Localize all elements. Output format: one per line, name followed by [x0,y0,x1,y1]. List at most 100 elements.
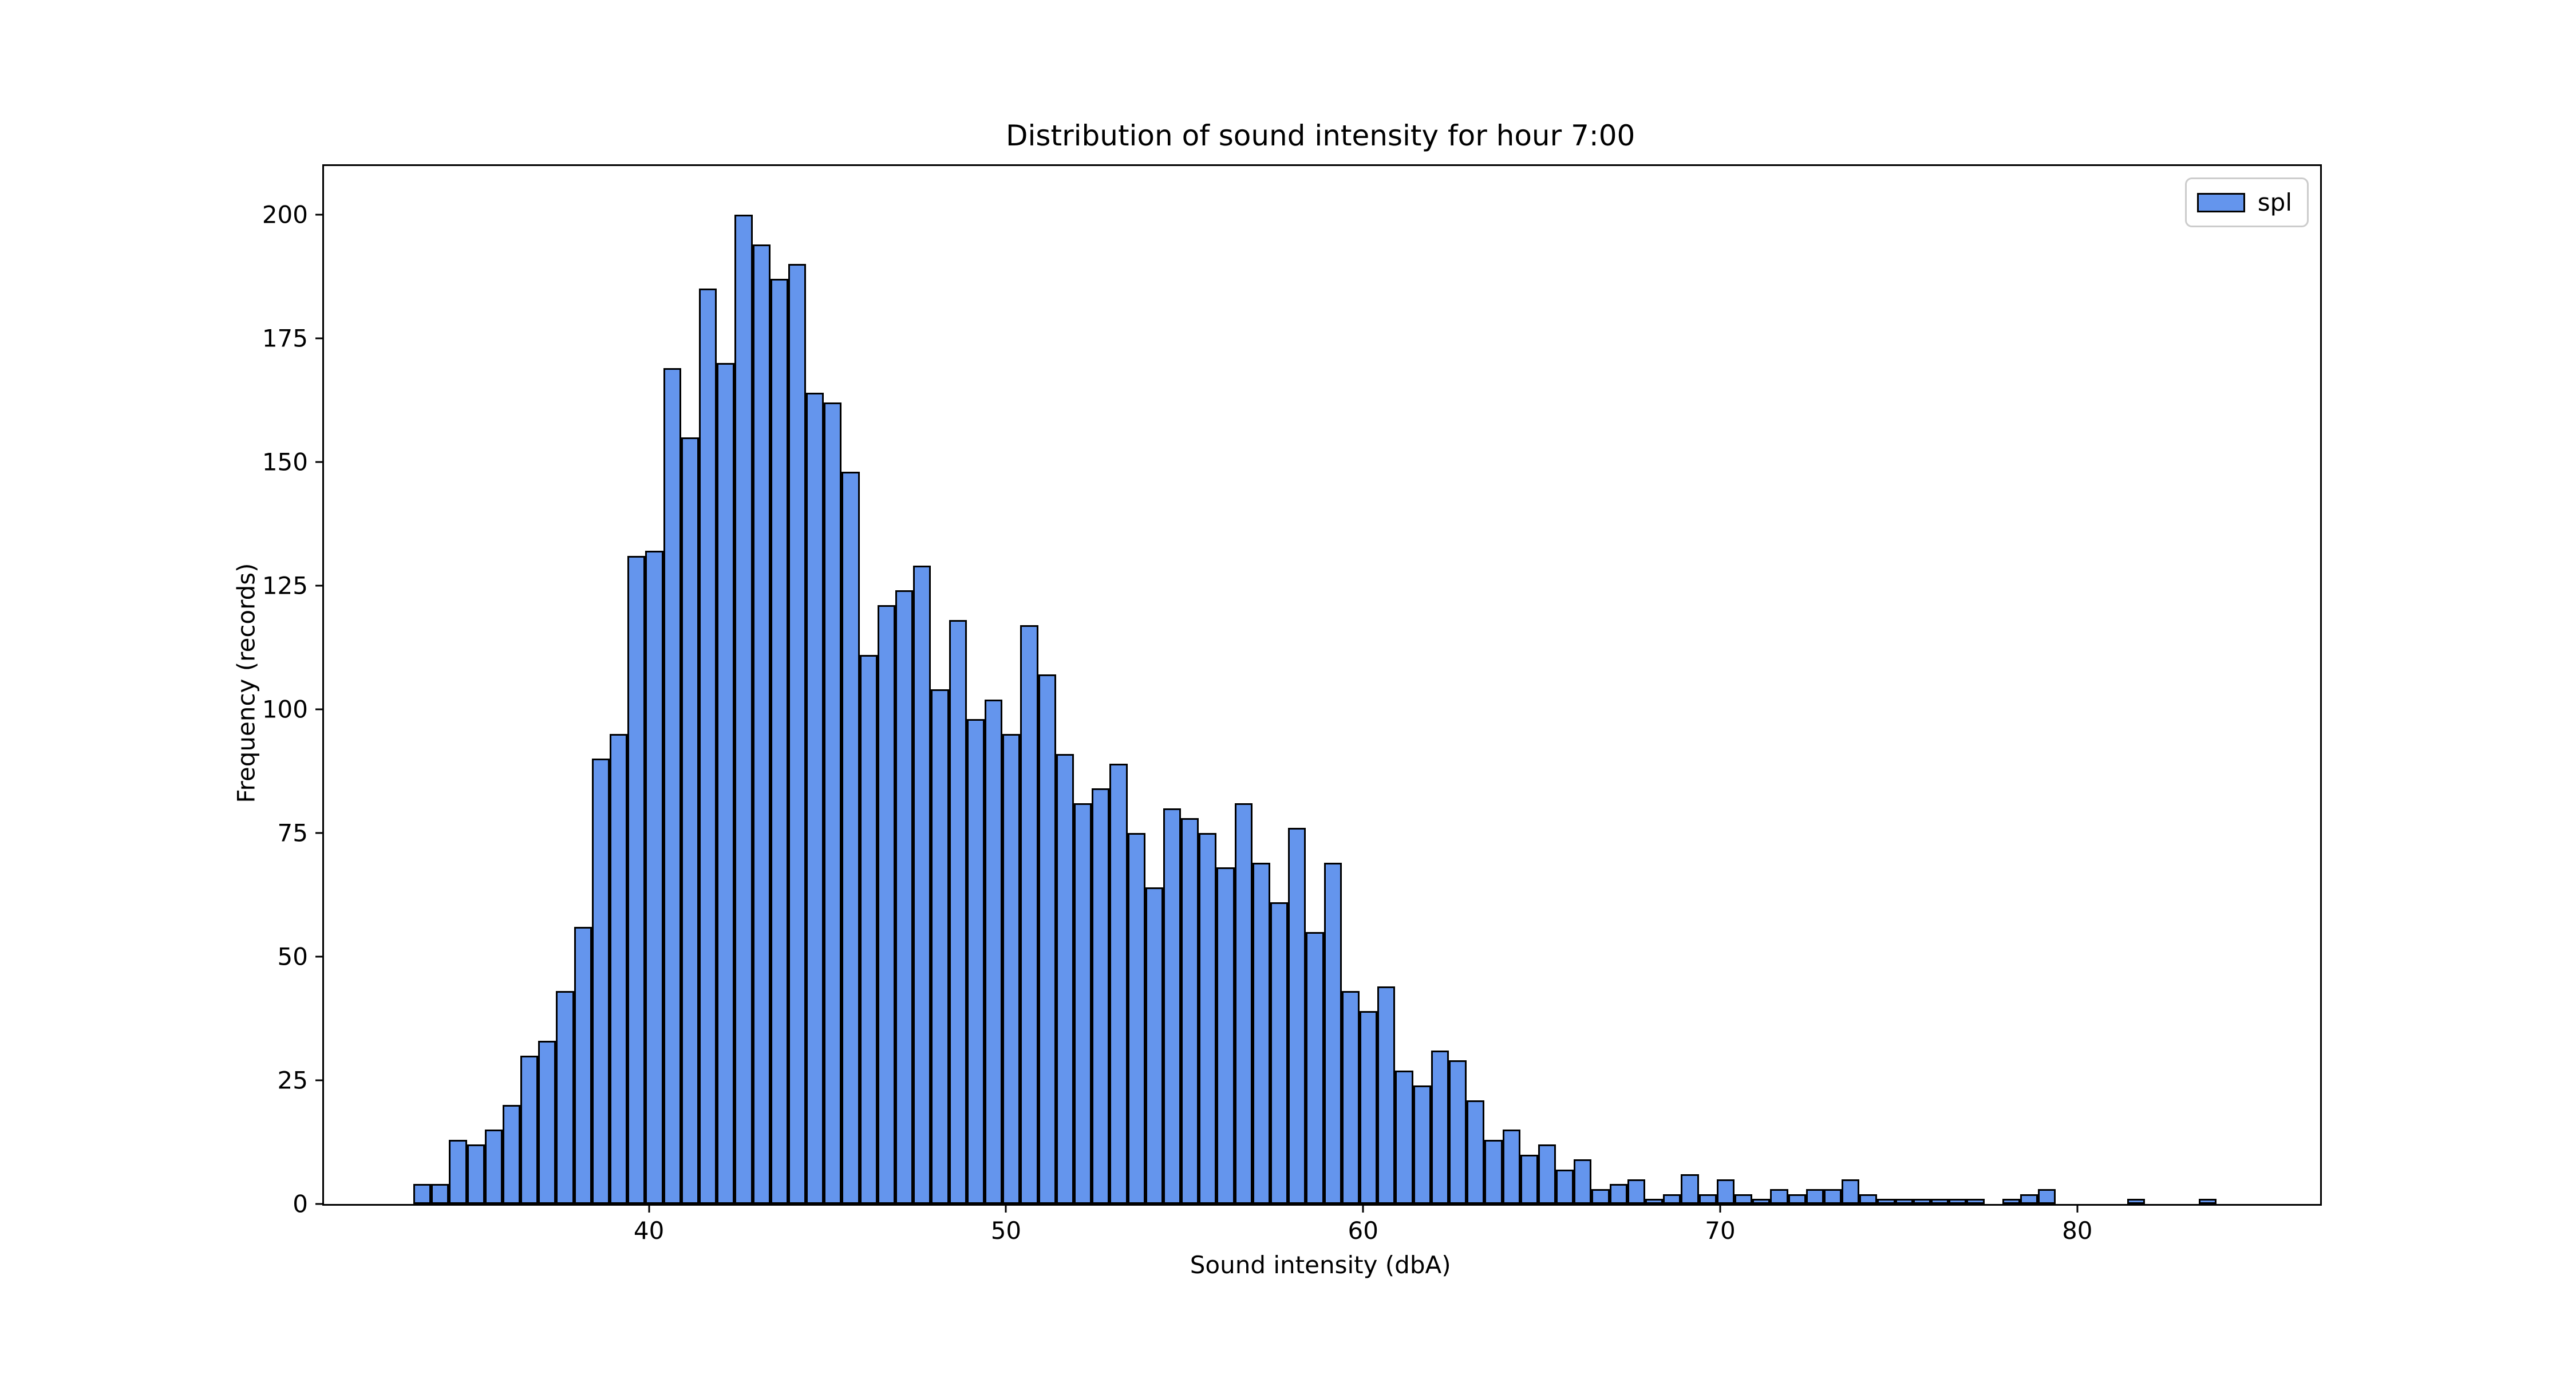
histogram-bar [1949,1199,1967,1204]
histogram-bar [1805,1189,1824,1204]
histogram-bar [1591,1189,1610,1204]
histogram-bar [502,1105,521,1204]
histogram-bar [1413,1085,1431,1204]
y-tick-label: 150 [262,448,308,476]
x-tick-mark [1362,1204,1364,1213]
histogram-bar [1627,1179,1646,1204]
y-tick-label: 50 [277,942,308,971]
legend-label: spl [2257,188,2292,216]
y-axis-label: Frequency (records) [232,563,260,803]
histogram-bar [1520,1154,1538,1204]
histogram-bar [1270,902,1289,1204]
histogram-bar [1377,986,1396,1204]
legend-swatch-icon [2196,192,2245,212]
histogram-bar [2127,1199,2146,1204]
y-tick-label: 75 [277,819,308,847]
x-tick-label: 80 [2062,1217,2093,1245]
histogram-bar [467,1144,485,1204]
histogram-bar [1252,862,1271,1204]
y-tick-mark [315,461,324,463]
histogram-bar [1199,832,1217,1204]
histogram-bar [520,1055,539,1204]
histogram-bar [1913,1199,1931,1204]
histogram-bar [1181,818,1199,1204]
y-tick-mark [315,956,324,958]
histogram-bar [985,699,1003,1204]
histogram-bar [1716,1179,1735,1204]
histogram-bar [1895,1199,1913,1204]
histogram-bar [431,1184,449,1204]
histogram-bar [1448,1060,1467,1204]
histogram-bar [1467,1100,1485,1204]
y-tick-mark [315,708,324,710]
histogram-bar [610,734,628,1204]
y-tick-label: 125 [262,571,308,600]
histogram-bar [1574,1159,1592,1204]
x-tick-mark [1719,1204,1721,1213]
histogram-bar [1163,808,1182,1204]
histogram-bar [1073,803,1092,1204]
y-tick-label: 175 [262,324,308,353]
histogram-bar [627,555,646,1204]
histogram-bar [806,392,824,1204]
x-tick-label: 50 [990,1217,1022,1245]
histogram-bar [1127,832,1145,1204]
y-tick-mark [315,214,324,216]
histogram-bar [1770,1189,1788,1204]
histogram-bar [1645,1199,1664,1204]
x-tick-label: 40 [633,1217,665,1245]
histogram-bar [913,566,931,1204]
histogram-bar [1395,1070,1413,1204]
histogram-bar [591,759,610,1204]
histogram-bars [324,166,2320,1204]
histogram-bar [1734,1194,1753,1204]
histogram-bar [1698,1194,1717,1204]
chart-title: Distribution of sound intensity for hour… [1006,119,1635,152]
histogram-bar [1145,887,1163,1204]
histogram-bar [717,362,735,1204]
histogram-bar [2038,1189,2056,1204]
y-tick-label: 200 [262,200,308,229]
y-tick-label: 25 [277,1066,308,1095]
histogram-bar [770,279,788,1204]
y-tick-label: 100 [262,695,308,724]
histogram-bar [1306,931,1324,1204]
histogram-bar [574,927,592,1204]
histogram-bar [788,264,807,1204]
x-tick-mark [1005,1204,1007,1213]
histogram-bar [1842,1179,1860,1204]
histogram-bar [645,551,663,1204]
histogram-bar [1609,1184,1627,1204]
histogram-bar [895,590,914,1204]
histogram-bar [752,244,771,1204]
y-tick-label: 0 [293,1190,308,1218]
histogram-bar [1359,1010,1378,1204]
histogram-bar [1931,1199,1949,1204]
x-tick-mark [648,1204,650,1213]
histogram-bar [1484,1139,1503,1204]
histogram-bar [413,1184,432,1204]
histogram-bar [1663,1194,1681,1204]
histogram-bar [1823,1189,1842,1204]
histogram-bar [1752,1199,1771,1204]
histogram-bar [2020,1194,2038,1204]
histogram-bar [1502,1130,1520,1204]
histogram-bar [2198,1199,2217,1204]
histogram-bar [949,620,967,1204]
plot-area: 40 50 60 70 80 0 25 50 75 100 125 150 175 200 spl [262,164,2322,1245]
histogram-bar [1002,734,1021,1204]
y-tick-mark [315,832,324,834]
histogram-bar [1288,828,1306,1204]
histogram-bar [931,689,949,1204]
histogram-bar [1323,862,1342,1204]
legend: spl [2184,177,2309,227]
x-tick-label: 60 [1348,1217,1378,1245]
histogram-bar [538,1040,556,1204]
histogram-bar [1966,1199,1985,1204]
x-tick-mark [2076,1204,2079,1213]
histogram-bar [1092,788,1110,1204]
histogram-bar [859,654,878,1204]
histogram-bar [1681,1174,1699,1204]
histogram-bar [734,214,753,1204]
